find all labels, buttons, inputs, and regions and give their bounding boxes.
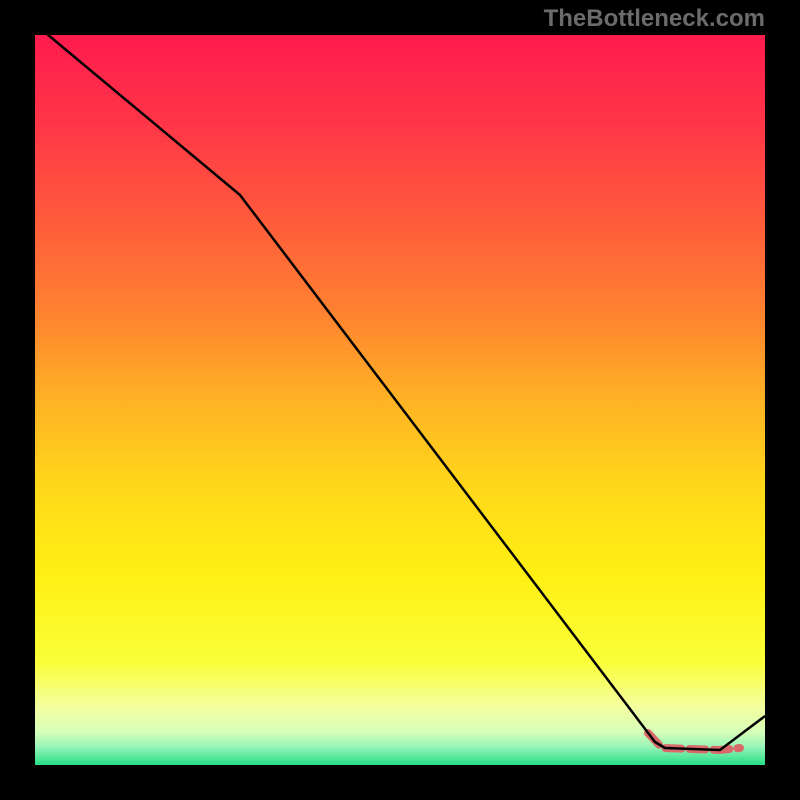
watermark-text: TheBottleneck.com <box>544 5 765 33</box>
plot-background <box>35 35 765 765</box>
chart-svg <box>0 0 800 800</box>
